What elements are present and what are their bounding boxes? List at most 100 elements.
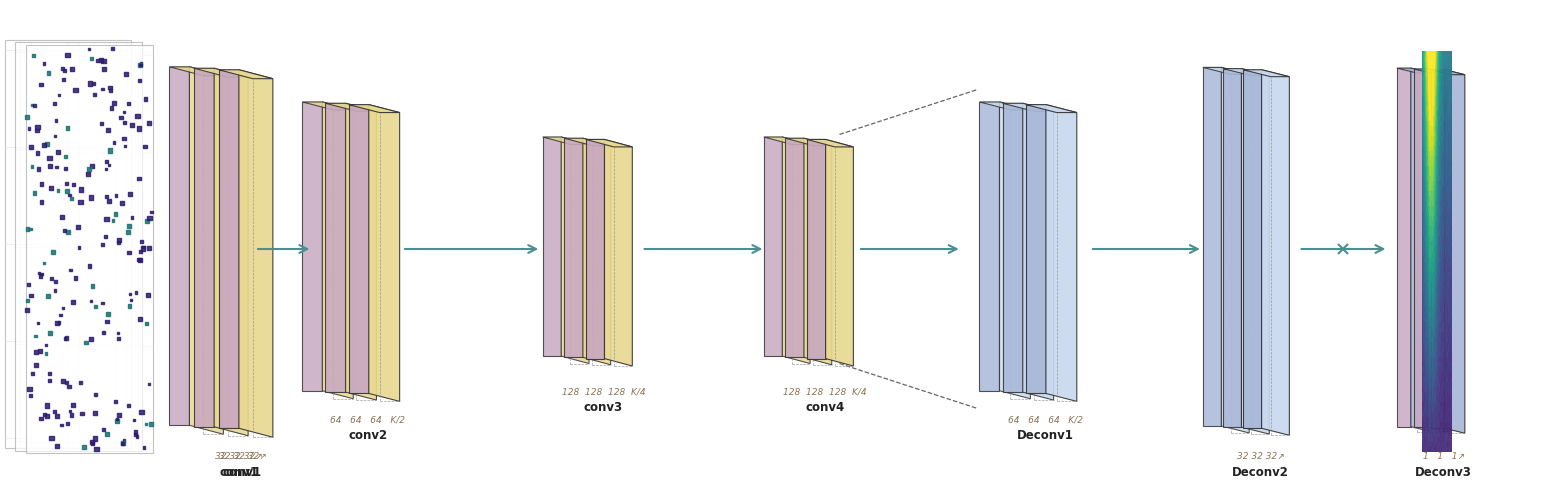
Polygon shape (326, 103, 346, 392)
Point (28, 81, 53, 89)
Point (116, 402, 141, 410)
Point (45, 319, 70, 327)
Text: 128  128  128  K/4: 128 128 128 K/4 (561, 387, 645, 396)
Point (107, 330, 131, 338)
Point (124, 428, 148, 436)
Point (23, 361, 48, 369)
Point (113, 119, 138, 126)
Point (131, 245, 156, 252)
Point (110, 439, 135, 447)
Point (94, 215, 119, 223)
Point (83, 391, 108, 399)
Polygon shape (782, 137, 810, 364)
Point (68, 186, 93, 194)
Polygon shape (543, 137, 561, 356)
Point (107, 236, 131, 244)
Polygon shape (346, 103, 377, 400)
Polygon shape (368, 105, 399, 401)
Point (56, 187, 80, 195)
Point (15, 296, 40, 304)
Point (94, 157, 119, 165)
Point (54, 334, 79, 342)
Polygon shape (1203, 67, 1249, 74)
Polygon shape (220, 70, 238, 428)
Polygon shape (195, 68, 213, 427)
Point (29, 414, 54, 422)
Polygon shape (1243, 70, 1262, 428)
Point (96, 126, 121, 134)
Point (135, 217, 159, 225)
Point (39, 184, 63, 192)
Point (94, 165, 119, 173)
Polygon shape (1398, 68, 1432, 73)
Point (15, 281, 40, 289)
Polygon shape (26, 45, 153, 453)
Point (62, 181, 87, 189)
Point (102, 99, 127, 107)
Polygon shape (301, 102, 323, 391)
Polygon shape (564, 138, 583, 358)
Point (79, 297, 104, 305)
Point (96, 161, 121, 169)
Point (133, 142, 158, 150)
Point (136, 380, 161, 388)
Point (28, 347, 53, 355)
Point (20, 162, 45, 170)
Point (51, 377, 76, 385)
Point (79, 194, 104, 202)
Polygon shape (1203, 67, 1221, 426)
Polygon shape (1045, 105, 1076, 401)
Point (116, 100, 141, 108)
Point (60, 401, 85, 409)
Point (74, 339, 99, 347)
Point (107, 239, 131, 247)
Point (45, 148, 70, 156)
Point (22, 189, 46, 197)
Point (70, 409, 94, 417)
Polygon shape (323, 102, 352, 399)
Point (139, 420, 164, 428)
Polygon shape (804, 138, 832, 365)
Polygon shape (1003, 103, 1054, 111)
Point (125, 112, 150, 120)
Point (128, 248, 153, 255)
Point (56, 51, 80, 59)
Point (90, 56, 114, 64)
Point (119, 121, 144, 129)
Point (63, 274, 88, 282)
Point (66, 223, 91, 231)
Point (85, 56, 110, 64)
Polygon shape (1223, 69, 1269, 76)
Text: 32 32 32↗: 32 32 32↗ (1237, 452, 1285, 461)
Point (124, 431, 148, 439)
Point (25, 127, 49, 135)
Point (66, 244, 91, 251)
Point (26, 165, 51, 173)
Point (48, 311, 73, 319)
Polygon shape (1398, 68, 1410, 427)
Point (34, 350, 59, 358)
Polygon shape (1262, 70, 1289, 435)
Polygon shape (15, 42, 142, 451)
Point (53, 227, 77, 235)
Point (17, 385, 42, 393)
Text: conv1: conv1 (220, 466, 258, 479)
Point (128, 315, 153, 323)
Point (43, 278, 68, 286)
Point (107, 411, 131, 419)
Point (22, 102, 46, 110)
Polygon shape (1223, 69, 1241, 427)
Point (90, 241, 114, 249)
Polygon shape (1241, 69, 1269, 434)
Point (53, 67, 77, 75)
Point (37, 370, 62, 377)
Point (127, 124, 152, 132)
Point (122, 416, 147, 424)
Polygon shape (1221, 67, 1249, 433)
Point (22, 52, 46, 60)
Point (32, 259, 57, 267)
Point (71, 443, 96, 451)
Point (54, 378, 79, 386)
Point (124, 289, 148, 297)
Text: conv1: conv1 (223, 466, 261, 479)
